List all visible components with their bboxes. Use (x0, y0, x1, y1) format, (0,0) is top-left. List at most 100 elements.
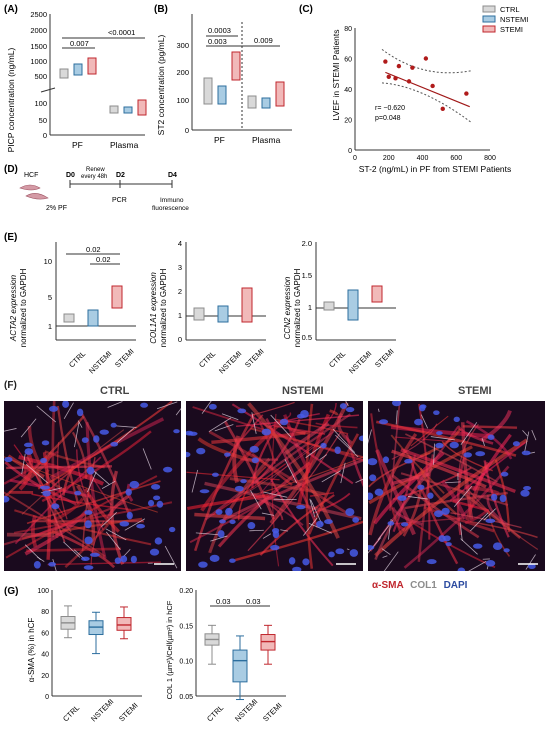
dapi-nucleus (368, 458, 378, 466)
dapi-nucleus (499, 494, 507, 503)
tick: 0 (178, 335, 182, 344)
dapi-nucleus (270, 544, 280, 551)
scatter-point (423, 56, 429, 61)
panel-b-tick: 300 (176, 41, 189, 50)
box-nstemi-pf (217, 85, 227, 105)
legend-swatch-nstemi (482, 15, 496, 23)
col1-fiber (319, 454, 328, 460)
panel-a-tick: 0 (43, 131, 47, 140)
col1-fiber (210, 535, 228, 542)
dapi-nucleus (485, 559, 496, 567)
dapi-nucleus (41, 440, 50, 446)
box-nstemi-pf (73, 63, 83, 76)
col1-fiber (250, 490, 262, 510)
dapi-nucleus (84, 510, 93, 515)
asma-fiber (110, 470, 125, 565)
regression-line (385, 71, 470, 108)
tick: 1 (48, 322, 52, 331)
col1-fiber (481, 438, 485, 446)
asma-fiber (368, 445, 473, 505)
dapi-nucleus (51, 503, 60, 510)
e1-ylabel2: normalized to GAPDH (19, 268, 28, 347)
col1-fiber (340, 462, 346, 484)
scatter-point (440, 106, 445, 112)
xcat: STEMI (261, 701, 284, 724)
xcat: CTRL (327, 349, 347, 369)
dapi-nucleus (316, 520, 324, 528)
fibroblast-icon (19, 184, 49, 200)
dapi-nucleus (436, 431, 443, 436)
asma-fiber (250, 401, 295, 416)
dapi-nucleus (391, 401, 402, 407)
col1-fiber (459, 522, 463, 541)
panel-c-ylabel: LVEF in STEMI Patients (331, 29, 341, 120)
col1-fiber (164, 545, 178, 569)
dapi-nucleus (352, 517, 360, 523)
col1-fiber (156, 401, 178, 410)
dapi-nucleus (229, 519, 236, 525)
immuno-label: fluorescence (152, 205, 189, 212)
panel-a-ylabel: PICP concentration (ng/mL) (6, 47, 16, 152)
dapi-nucleus (397, 495, 407, 501)
col1-fiber (77, 420, 83, 428)
dapi-nucleus (374, 488, 384, 496)
xcat: STEMI (113, 347, 136, 370)
asma-fiber (259, 431, 334, 495)
asma-fiber (393, 517, 465, 525)
box-ctrl-pf (59, 68, 69, 79)
col1-fiber (345, 401, 349, 407)
tick: 2 (178, 287, 182, 296)
dapi-nucleus (4, 456, 13, 463)
legend-label: CTRL (500, 5, 520, 14)
cells-label: HCF (24, 172, 38, 179)
panel-a-tick: 2500 (30, 10, 47, 19)
col1-fiber (36, 405, 57, 423)
asma-fiber (186, 471, 280, 481)
asma-fiber (389, 401, 401, 511)
asma-fiber (51, 401, 59, 539)
col1-fiber (483, 508, 497, 521)
asma-fiber (465, 420, 513, 460)
dapi-nucleus (234, 485, 244, 492)
asma-fiber (208, 457, 271, 554)
panel-a-tick: 1500 (30, 42, 47, 51)
g-tick: 100 (37, 588, 49, 595)
col1-fiber (468, 560, 487, 571)
asma-fiber (258, 421, 276, 464)
panel-g-letter: (G) (4, 586, 18, 597)
dapi-nucleus (84, 536, 93, 545)
g-tick: 0 (45, 694, 49, 701)
day-label: D2 (116, 172, 125, 179)
asma-fiber (480, 409, 512, 443)
dapi-nucleus (114, 557, 122, 564)
dapi-nucleus (76, 408, 84, 417)
c-xtick: 600 (450, 155, 462, 162)
asma-fiber (253, 418, 301, 485)
dapi-nucleus (186, 430, 194, 436)
tick: 2.0 (302, 239, 312, 248)
col1-fiber (221, 413, 239, 421)
dapi-nucleus (491, 493, 498, 501)
dapi-nucleus (40, 457, 47, 464)
xcat: CTRL (197, 349, 217, 369)
asma-fiber (486, 494, 510, 527)
asma-fiber (462, 425, 518, 429)
asma-fiber (259, 494, 335, 556)
sig-label: 0.03 (216, 597, 231, 606)
asma-fiber (193, 413, 256, 552)
dapi-nucleus (300, 409, 309, 418)
group-label: PF (214, 135, 225, 145)
dapi-nucleus (136, 523, 146, 529)
col1-fiber (303, 517, 318, 536)
dapi-nucleus (149, 548, 160, 556)
dapi-nucleus (302, 558, 310, 566)
dapi-nucleus (93, 435, 100, 443)
dapi-nucleus (487, 434, 495, 440)
xcat: NSTEMI (89, 697, 115, 723)
sig-label: 0.03 (246, 597, 261, 606)
panel-c-letter: (C) (299, 4, 313, 15)
tick: 0.5 (302, 333, 312, 342)
sig-label: 0.009 (254, 36, 273, 45)
dapi-nucleus (292, 566, 302, 571)
